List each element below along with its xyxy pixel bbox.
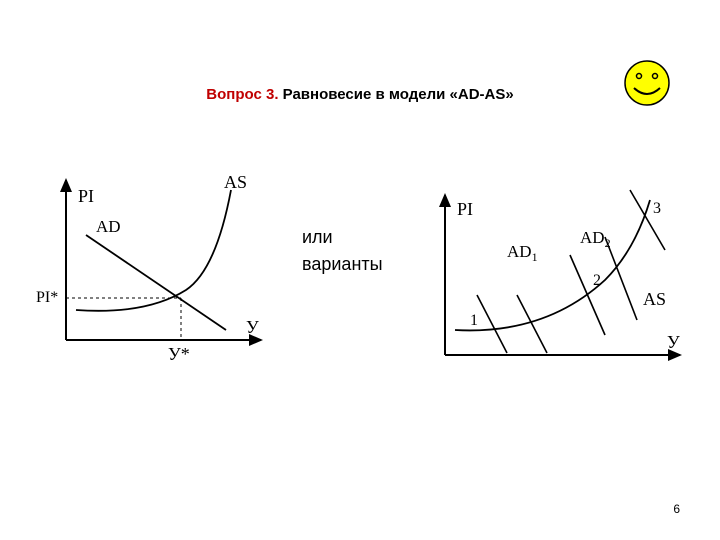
label-pi-r: PI	[457, 199, 473, 219]
label-ad2: AD2	[580, 228, 611, 250]
label-ad1: AD1	[507, 242, 538, 264]
chart-ad-as-variants: PI У AS AD1 AD2 1 2 3	[415, 185, 695, 390]
title-question: Вопрос 3.	[206, 86, 278, 103]
label-pi: PI	[78, 186, 94, 206]
middle-line1: или	[302, 224, 383, 251]
middle-line2: варианты	[302, 251, 383, 278]
page-number: 6	[673, 502, 680, 516]
label-as: AS	[224, 172, 247, 192]
label-n2: 2	[593, 272, 601, 289]
slide-title: Вопрос 3. Равновесие в модели «AD-AS»	[0, 86, 720, 103]
label-n3: 3	[653, 200, 661, 217]
label-as-r: AS	[643, 289, 666, 309]
smiley-icon	[622, 58, 672, 113]
label-ystar: У*	[168, 344, 190, 364]
chart-ad-as-single: PI У AD AS PI* У*	[36, 170, 276, 385]
label-pistar: PI*	[36, 289, 58, 306]
label-y: У	[246, 317, 259, 337]
label-n1: 1	[470, 312, 478, 329]
label-ad: AD	[96, 217, 121, 236]
title-rest: Равновесие в модели «AD-AS»	[278, 86, 513, 103]
middle-text: или варианты	[302, 224, 383, 278]
label-y-r: У	[667, 332, 680, 352]
